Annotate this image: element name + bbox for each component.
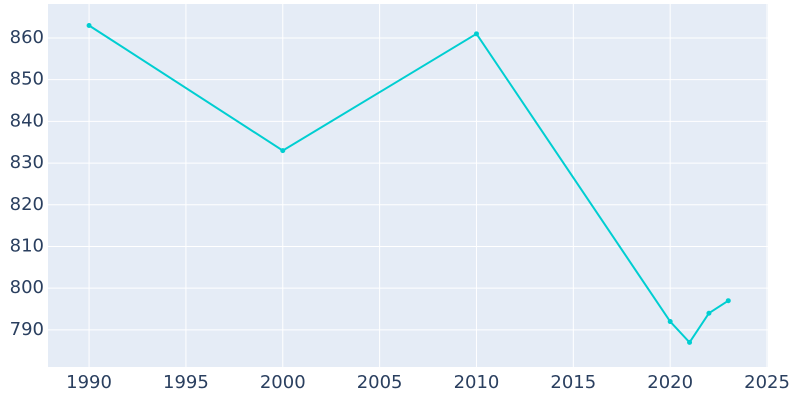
x-tick-label: 2005 <box>357 372 403 393</box>
x-tick-label: 1990 <box>66 372 112 393</box>
x-tick-label: 2015 <box>550 372 596 393</box>
x-tick-label: 2025 <box>744 372 790 393</box>
x-tick-label: 2000 <box>260 372 306 393</box>
plot-area <box>48 4 768 367</box>
y-tick-label: 800 <box>10 277 44 298</box>
y-tick-label: 830 <box>10 152 44 173</box>
data-point <box>86 22 92 28</box>
x-tick-label: 2010 <box>454 372 500 393</box>
data-point <box>473 31 479 37</box>
y-tick-label: 840 <box>10 110 44 131</box>
data-point <box>280 148 286 154</box>
data-point <box>725 298 731 304</box>
data-point <box>667 319 673 325</box>
y-tick-label: 850 <box>10 69 44 90</box>
x-tick-label: 1995 <box>163 372 209 393</box>
data-point <box>706 310 712 316</box>
y-tick-label: 820 <box>10 194 44 215</box>
y-tick-label: 810 <box>10 235 44 256</box>
y-tick-label: 860 <box>10 27 44 48</box>
x-tick-label: 2020 <box>647 372 693 393</box>
y-tick-label: 790 <box>10 319 44 340</box>
data-point <box>687 339 693 345</box>
